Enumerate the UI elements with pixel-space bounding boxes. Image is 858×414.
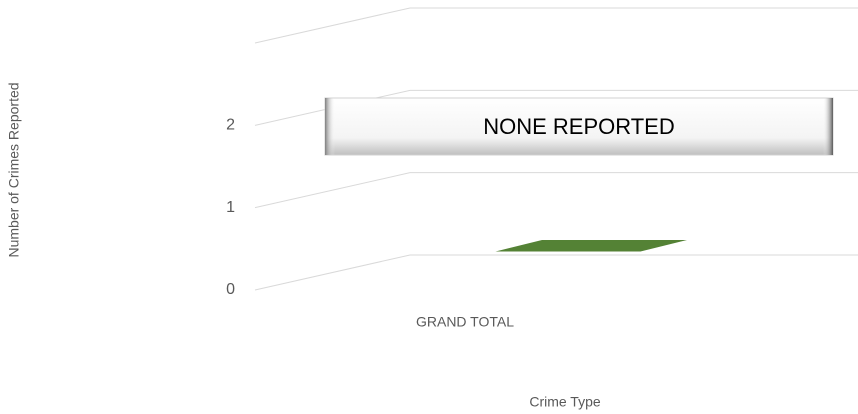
x-axis-label: Crime Type [529, 394, 601, 410]
grid-line [254, 172, 858, 209]
annotation-box: NONE REPORTED [324, 97, 834, 156]
annotation: NONE REPORTED [483, 114, 675, 139]
x-tick-label: GRAND TOTAL [416, 314, 514, 330]
annotation-edge [823, 98, 833, 155]
grid-line [254, 89, 858, 126]
bar-top [495, 239, 687, 252]
grid-line [254, 254, 858, 291]
y-axis-label: Number of Crimes Reported [6, 82, 22, 257]
annotation-edge [325, 98, 335, 155]
y-tick-label: 0 [226, 281, 235, 298]
grid-line [254, 7, 858, 44]
annotation-bg [324, 97, 834, 156]
y-tick-label: 2 [226, 117, 235, 134]
y-tick-label: 1 [226, 199, 235, 216]
